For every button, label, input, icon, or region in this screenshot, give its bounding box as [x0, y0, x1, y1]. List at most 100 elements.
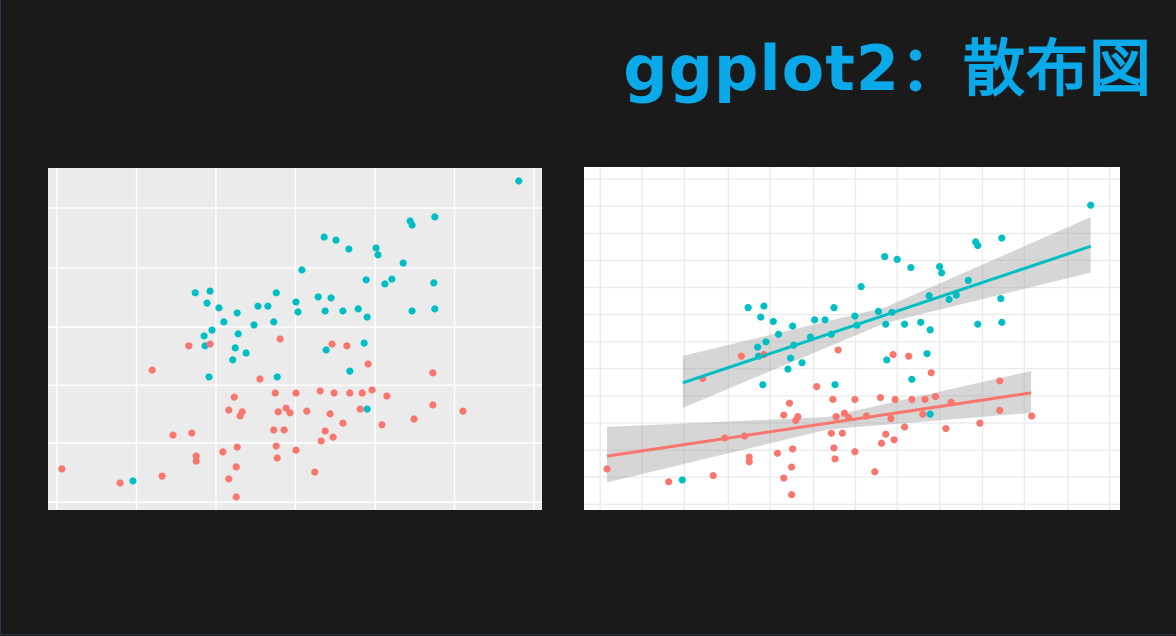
- point: [205, 373, 213, 381]
- point: [220, 318, 228, 326]
- scatter-chart: [584, 167, 1120, 510]
- point: [882, 320, 890, 328]
- point: [876, 393, 885, 402]
- point: [926, 410, 934, 418]
- point: [250, 321, 258, 329]
- point: [744, 304, 752, 312]
- point: [230, 393, 238, 401]
- point: [813, 382, 821, 391]
- point: [254, 302, 262, 310]
- point: [759, 381, 767, 389]
- point: [789, 322, 797, 330]
- point: [798, 359, 806, 367]
- point: [998, 318, 1006, 326]
- point: [339, 307, 347, 315]
- point: [286, 409, 294, 417]
- point: [757, 313, 765, 321]
- point: [368, 386, 376, 394]
- point: [271, 389, 279, 397]
- point: [276, 335, 284, 343]
- point: [788, 491, 796, 499]
- point: [769, 317, 777, 326]
- point: [996, 406, 1004, 414]
- point: [851, 312, 859, 320]
- point: [831, 455, 839, 463]
- point: [874, 307, 883, 316]
- point: [762, 338, 770, 346]
- point: [927, 369, 935, 377]
- point: [429, 401, 437, 409]
- point: [760, 302, 768, 310]
- point: [270, 426, 278, 434]
- point: [834, 346, 842, 354]
- point: [327, 294, 335, 302]
- point: [893, 255, 901, 264]
- confidence-band: [682, 217, 1091, 408]
- point: [811, 316, 819, 324]
- scatter-chart: [48, 168, 542, 510]
- point: [410, 415, 418, 423]
- point: [356, 405, 364, 413]
- point: [974, 242, 982, 250]
- point: [219, 448, 227, 456]
- point: [908, 375, 916, 383]
- point: [665, 478, 673, 486]
- point: [996, 377, 1004, 385]
- point: [203, 299, 211, 307]
- point: [231, 344, 239, 352]
- point: [851, 395, 859, 404]
- point: [515, 177, 523, 185]
- point: [857, 283, 865, 291]
- point: [316, 387, 324, 395]
- point: [329, 433, 337, 441]
- point: [364, 360, 372, 368]
- point: [678, 476, 686, 484]
- point: [192, 457, 200, 465]
- point: [294, 308, 302, 316]
- point: [907, 263, 915, 272]
- point: [215, 304, 223, 312]
- point: [378, 421, 386, 429]
- point: [431, 213, 439, 221]
- point: [185, 342, 193, 350]
- point: [923, 350, 931, 358]
- point: [908, 395, 916, 404]
- point: [830, 304, 838, 312]
- point: [408, 221, 416, 229]
- point: [273, 454, 281, 462]
- point: [974, 320, 982, 328]
- point: [317, 437, 325, 445]
- point: [256, 375, 264, 383]
- point: [917, 318, 925, 326]
- point: [339, 419, 347, 427]
- point: [200, 332, 208, 340]
- point: [737, 352, 746, 360]
- point: [942, 424, 950, 433]
- point: [264, 302, 272, 310]
- point: [292, 298, 300, 306]
- point: [754, 343, 762, 351]
- point: [330, 389, 338, 397]
- point: [360, 339, 368, 347]
- point: [326, 410, 334, 418]
- point: [206, 287, 214, 295]
- point: [372, 244, 380, 252]
- point: [891, 395, 899, 404]
- point: [129, 477, 137, 485]
- point: [208, 326, 216, 334]
- point: [786, 354, 795, 362]
- point: [272, 289, 280, 297]
- point: [280, 426, 288, 434]
- point: [919, 410, 927, 418]
- point: [399, 259, 407, 267]
- point: [821, 316, 829, 324]
- point: [320, 233, 328, 241]
- point: [900, 320, 909, 328]
- point: [236, 412, 244, 420]
- point: [997, 294, 1005, 303]
- point: [188, 429, 196, 437]
- point: [292, 446, 300, 454]
- point: [829, 395, 837, 404]
- point: [328, 340, 336, 348]
